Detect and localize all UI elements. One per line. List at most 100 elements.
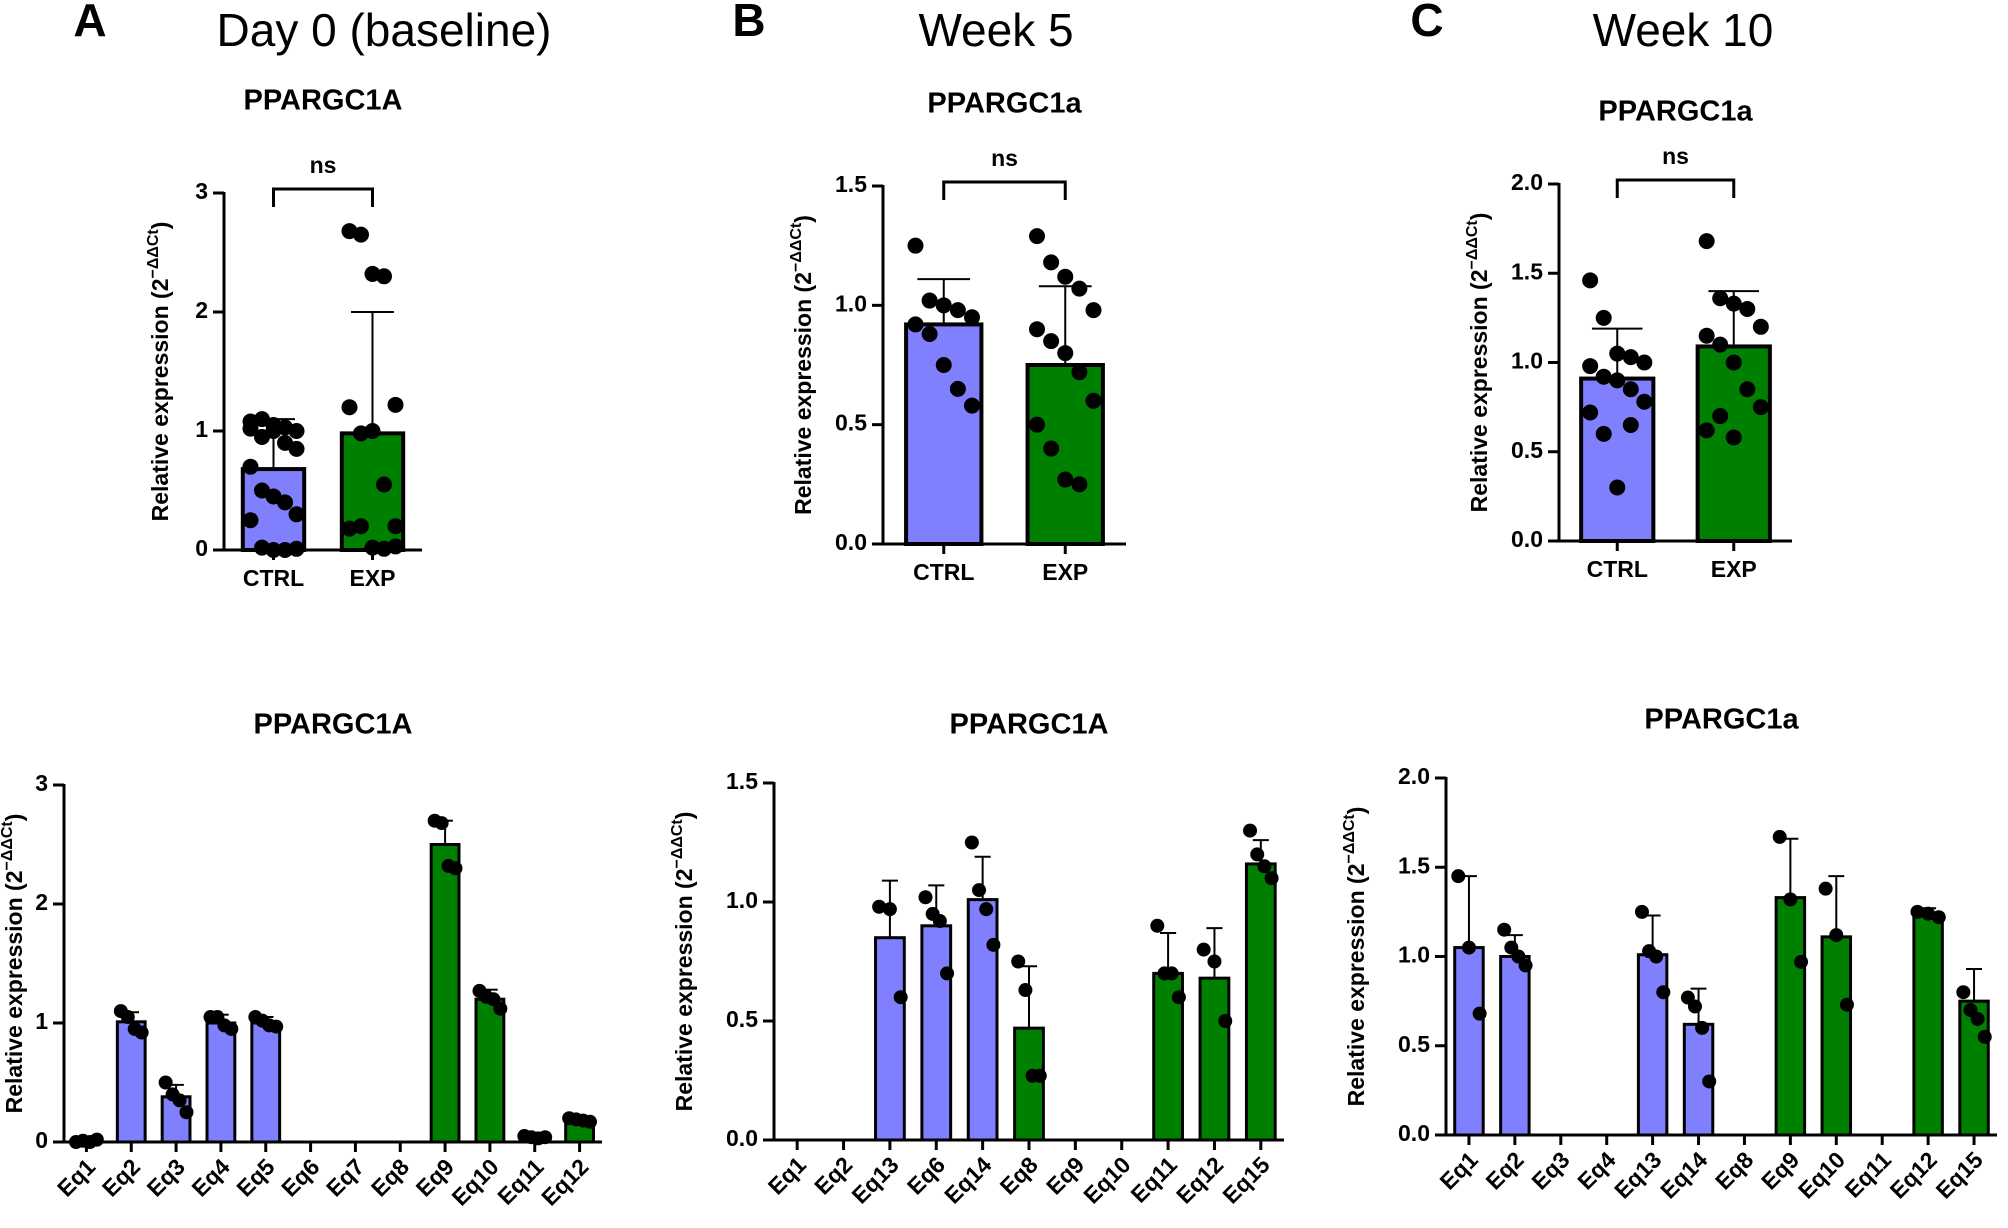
y-tick-label: 1.5 (726, 768, 758, 794)
y-tick-label: 2 (35, 889, 48, 915)
x-tick-label: Eq10 (1078, 1151, 1135, 1208)
panel-letter: C (1410, 0, 1443, 46)
data-point (1656, 985, 1671, 1000)
data-point (1595, 368, 1612, 385)
y-axis-label-part: ) (671, 812, 697, 820)
error-bar (1828, 875, 1845, 937)
y-tick-label: 1.5 (835, 171, 867, 197)
bar (160, 1095, 192, 1144)
data-point (893, 990, 908, 1005)
bar (920, 924, 953, 1142)
data-point (242, 420, 259, 437)
data-point (1196, 942, 1211, 957)
x-tick-label: EXP (1042, 559, 1088, 585)
data-point (949, 302, 966, 319)
chart-title: PPARGC1A (244, 85, 403, 117)
data-point (376, 268, 393, 285)
data-point (1695, 1020, 1710, 1035)
data-point (1725, 354, 1742, 371)
y-axis-label: Relative expression (2−ΔΔCt) (1464, 213, 1492, 513)
data-point (1622, 381, 1639, 398)
x-tick-label: CTRL (1587, 556, 1648, 582)
data-point (1956, 985, 1971, 1000)
chart-title: PPARGC1a (1644, 704, 1799, 736)
bar (1499, 955, 1531, 1137)
data-point (493, 1001, 508, 1016)
x-tick-label: Eq3 (1526, 1146, 1574, 1194)
panel-letter: A (73, 0, 106, 46)
y-tick-label: 1.0 (1511, 348, 1543, 374)
chart-title: PPARGC1a (927, 88, 1082, 120)
bar (1013, 1026, 1045, 1142)
error-bar (1020, 965, 1038, 1029)
error-bar (1966, 967, 1983, 1002)
x-tick-label: EXP (1711, 556, 1757, 582)
error-bar (1782, 837, 1799, 898)
data-point (1636, 393, 1653, 410)
data-point (1029, 321, 1046, 338)
data-point (1057, 471, 1074, 488)
data-point (376, 476, 393, 493)
y-tick-label: 0.0 (726, 1125, 758, 1151)
data-point (1085, 302, 1102, 319)
data-point (1043, 440, 1060, 457)
data-point (1739, 300, 1756, 317)
x-tick-label: Eq1 (763, 1151, 811, 1199)
data-point (1609, 345, 1626, 362)
data-point (1582, 272, 1599, 289)
y-axis-label-part: ) (1, 814, 27, 822)
significance-label: ns (1662, 143, 1689, 169)
data-point (1164, 966, 1179, 981)
data-point (1264, 871, 1279, 886)
data-point (1071, 476, 1088, 493)
data-point (1794, 954, 1809, 969)
data-point (1018, 983, 1033, 998)
data-point (1829, 928, 1844, 943)
x-tick-label: Eq1 (52, 1153, 100, 1201)
significance-label: ns (991, 145, 1018, 171)
data-point (1702, 1074, 1717, 1089)
y-tick-label: 0.5 (1511, 437, 1543, 463)
bar (429, 843, 461, 1144)
y-tick-label: 0.5 (1398, 1031, 1430, 1057)
x-tick-label: Eq13 (846, 1151, 903, 1208)
data-point (1071, 280, 1088, 297)
data-point (1752, 318, 1769, 335)
x-tick-label: Eq12 (536, 1153, 593, 1210)
data-point (448, 861, 463, 876)
y-axis-label: Relative expression (2−ΔΔCt) (145, 222, 173, 522)
data-point (1595, 425, 1612, 442)
data-point (1057, 268, 1074, 285)
y-axis-label-part: Relative expression (2 (671, 869, 697, 1112)
x-tick-label: Eq7 (321, 1153, 369, 1201)
data-point (1725, 429, 1742, 446)
data-point (907, 316, 924, 333)
x-tick-label: Eq3 (142, 1153, 190, 1201)
y-tick-label: 1.5 (1398, 852, 1430, 878)
data-point (179, 1105, 194, 1120)
data-point (265, 542, 282, 558)
bar (250, 1021, 282, 1144)
y-axis-label-part: ) (147, 222, 173, 230)
data-point (120, 1010, 135, 1025)
y-tick-label: 0 (195, 535, 208, 561)
data-point (1218, 1014, 1233, 1028)
data-point (1497, 922, 1512, 937)
y-tick-label: 1.0 (1398, 942, 1430, 968)
data-point (224, 1021, 239, 1036)
panel-letter: B (732, 0, 765, 46)
y-tick-label: 0.5 (835, 410, 867, 436)
data-point (277, 542, 294, 558)
error-bar (1460, 875, 1477, 948)
data-point (277, 494, 294, 511)
data-point (1698, 422, 1715, 439)
data-point (1011, 954, 1026, 969)
x-tick-label: Eq10 (446, 1153, 503, 1210)
y-axis-label-part: Relative expression (2 (147, 279, 173, 522)
data-point (288, 540, 305, 557)
y-tick-label: 2 (195, 297, 208, 323)
data-point (1582, 358, 1599, 375)
data-point (583, 1114, 598, 1129)
data-point (1171, 990, 1186, 1005)
data-point (1043, 333, 1060, 350)
